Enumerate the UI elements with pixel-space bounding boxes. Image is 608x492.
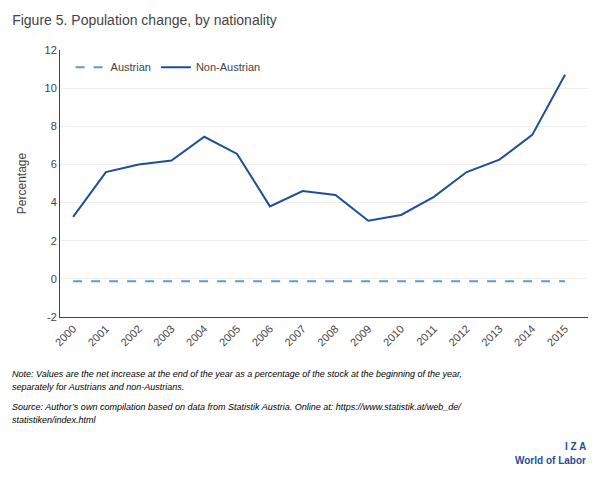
svg-text:statistiken/index.html: statistiken/index.html xyxy=(12,415,97,425)
svg-text:2001: 2001 xyxy=(85,323,111,349)
svg-text:12: 12 xyxy=(45,44,57,56)
svg-text:2012: 2012 xyxy=(446,323,472,349)
svg-text:2006: 2006 xyxy=(249,323,275,349)
svg-text:Figure 5. Population change, b: Figure 5. Population change, by national… xyxy=(12,12,277,28)
svg-text:2007: 2007 xyxy=(282,323,308,349)
svg-text:4: 4 xyxy=(51,196,57,208)
svg-text:Source: Author’s own compilati: Source: Author’s own compilation based o… xyxy=(12,402,462,412)
svg-text:2002: 2002 xyxy=(118,323,144,349)
svg-text:10: 10 xyxy=(45,82,57,94)
svg-text:-2: -2 xyxy=(47,311,57,323)
svg-text:separately for Austrians and n: separately for Austrians and non-Austria… xyxy=(12,382,184,392)
svg-text:0: 0 xyxy=(51,273,57,285)
svg-text:2011: 2011 xyxy=(414,323,439,348)
svg-text:2: 2 xyxy=(51,235,57,247)
svg-text:2008: 2008 xyxy=(315,323,341,349)
svg-text:2014: 2014 xyxy=(512,323,538,349)
svg-text:6: 6 xyxy=(51,158,57,170)
svg-text:2000: 2000 xyxy=(53,323,79,349)
svg-text:Percentage: Percentage xyxy=(15,152,29,214)
svg-text:I Z A: I Z A xyxy=(565,441,586,452)
svg-text:2015: 2015 xyxy=(545,323,571,349)
svg-text:Note: Values are the net incre: Note: Values are the net increase at the… xyxy=(12,369,462,379)
svg-text:2009: 2009 xyxy=(348,323,374,349)
svg-text:2004: 2004 xyxy=(184,323,210,349)
svg-text:2013: 2013 xyxy=(479,323,505,349)
svg-text:Non-Austrian: Non-Austrian xyxy=(196,61,260,73)
svg-text:Austrian: Austrian xyxy=(111,61,151,73)
svg-text:World of Labor: World of Labor xyxy=(515,455,586,466)
svg-text:2005: 2005 xyxy=(217,323,243,349)
svg-text:8: 8 xyxy=(51,120,57,132)
svg-text:2003: 2003 xyxy=(151,323,177,349)
svg-text:2010: 2010 xyxy=(381,323,407,349)
